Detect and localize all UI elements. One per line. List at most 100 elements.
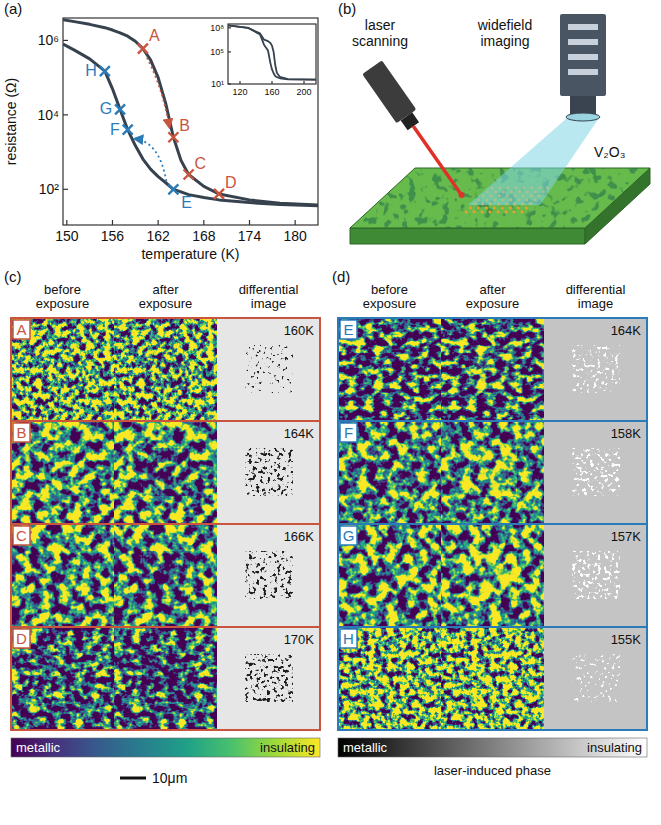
heating-arrow xyxy=(147,58,169,128)
differential-image xyxy=(544,627,647,730)
exposure-spot xyxy=(501,207,504,210)
row-letter-box xyxy=(13,629,30,648)
y-tick-label: 10⁵ xyxy=(210,47,224,57)
laser-induced-domains xyxy=(572,345,620,393)
y-tick-label: 10¹ xyxy=(211,79,224,89)
plot-marks xyxy=(63,20,318,206)
text-line: image xyxy=(251,296,286,311)
text-line: before xyxy=(371,282,408,297)
row-temperature: 158K xyxy=(611,426,642,441)
row-letter-box xyxy=(340,423,357,442)
laser-body xyxy=(362,60,416,123)
row-letter: G xyxy=(343,527,355,544)
row-frame xyxy=(338,318,647,421)
exposure-spot xyxy=(489,211,492,214)
after-image xyxy=(441,318,544,421)
row-letter-box xyxy=(340,629,357,648)
row-frame xyxy=(11,627,320,730)
state-marker xyxy=(100,66,110,76)
x-tick xyxy=(249,220,250,225)
row-temperature: 157K xyxy=(611,529,642,544)
column-head: afterexposure xyxy=(139,282,192,311)
after-image xyxy=(441,627,544,730)
x-tick xyxy=(271,81,272,84)
differential-image xyxy=(217,524,320,627)
text-line: scanning xyxy=(352,33,408,49)
panel-label: (a) xyxy=(4,0,22,17)
camera-stripe xyxy=(568,39,598,45)
laser-beam xyxy=(413,126,461,195)
state-marker xyxy=(214,189,224,199)
plot-frame xyxy=(228,24,316,84)
exposure-spot xyxy=(477,207,480,210)
before-image xyxy=(11,627,114,730)
laser-induced-domains xyxy=(245,448,293,496)
column-head: beforeexposure xyxy=(36,282,89,311)
row-frame xyxy=(11,421,320,524)
micrograph xyxy=(338,421,441,524)
before-image xyxy=(11,421,114,524)
differential-image xyxy=(544,524,647,627)
state-marker xyxy=(115,104,125,114)
state-marker xyxy=(138,44,148,54)
row-temperature: 164K xyxy=(284,426,315,441)
x-tick-label: 150 xyxy=(55,228,79,244)
image-panel-1: beforeexposureafterexposuredifferentiali… xyxy=(338,282,647,778)
row-letter-box xyxy=(13,526,30,545)
state-label: F xyxy=(110,121,120,138)
text-line: exposure xyxy=(466,296,519,311)
temperature-ground xyxy=(273,425,315,442)
row-letter-box xyxy=(340,526,357,545)
x-tick-label: 180 xyxy=(283,228,307,244)
text-line: differential xyxy=(239,282,299,297)
exposure-spot xyxy=(493,207,496,210)
laser-induced-domains xyxy=(245,654,293,702)
exposed-region xyxy=(142,345,190,393)
row-frame xyxy=(338,627,647,730)
x-tick-label: 168 xyxy=(192,228,216,244)
micrograph xyxy=(441,627,544,730)
micrograph xyxy=(11,318,114,421)
y-axis-title: resistance (Ω) xyxy=(3,78,19,166)
differential-ground xyxy=(544,318,647,421)
text-line: imaging xyxy=(480,33,529,49)
camera-stripe xyxy=(568,24,598,30)
text-line: image xyxy=(578,296,613,311)
row-letter: D xyxy=(16,630,27,647)
cooling-arrow xyxy=(135,139,167,182)
laser-spot xyxy=(459,192,465,198)
exposure-spot xyxy=(497,211,500,214)
camera-neck xyxy=(570,96,596,114)
row-letter-box xyxy=(13,320,30,339)
state-marker xyxy=(168,184,178,194)
chart-0: 15015616216817418010²10⁴10⁶temperature (… xyxy=(3,18,318,262)
row-temperature: 170K xyxy=(284,632,315,647)
exposed-region xyxy=(142,448,190,496)
colorbar xyxy=(11,738,320,757)
laser-induced-domains xyxy=(245,345,293,393)
sample-label: V₂O₃ xyxy=(594,144,625,160)
state-label: G xyxy=(100,100,112,117)
exposure-spot xyxy=(517,207,520,210)
micrograph xyxy=(11,627,114,730)
differential-ground xyxy=(544,421,647,524)
after-image xyxy=(114,627,217,730)
state-label: H xyxy=(85,62,97,79)
camera-stripe xyxy=(568,54,598,60)
image-panel-0: beforeexposure afterexposure differentiali… xyxy=(11,282,320,757)
differential-ground xyxy=(544,627,647,730)
y-tick xyxy=(228,51,231,52)
exposed-region xyxy=(469,345,517,393)
x-tick xyxy=(295,220,296,225)
text-line: exposure xyxy=(36,296,89,311)
micrograph xyxy=(11,524,114,627)
row-letter: F xyxy=(344,424,353,441)
x-tick xyxy=(239,81,240,84)
micrograph xyxy=(338,318,441,421)
row-frame xyxy=(338,421,647,524)
differential-image xyxy=(544,421,647,524)
after-image xyxy=(114,318,217,421)
exposure-spot xyxy=(525,207,528,210)
row-temperature: 164K xyxy=(611,323,642,338)
camera-body xyxy=(560,14,606,96)
